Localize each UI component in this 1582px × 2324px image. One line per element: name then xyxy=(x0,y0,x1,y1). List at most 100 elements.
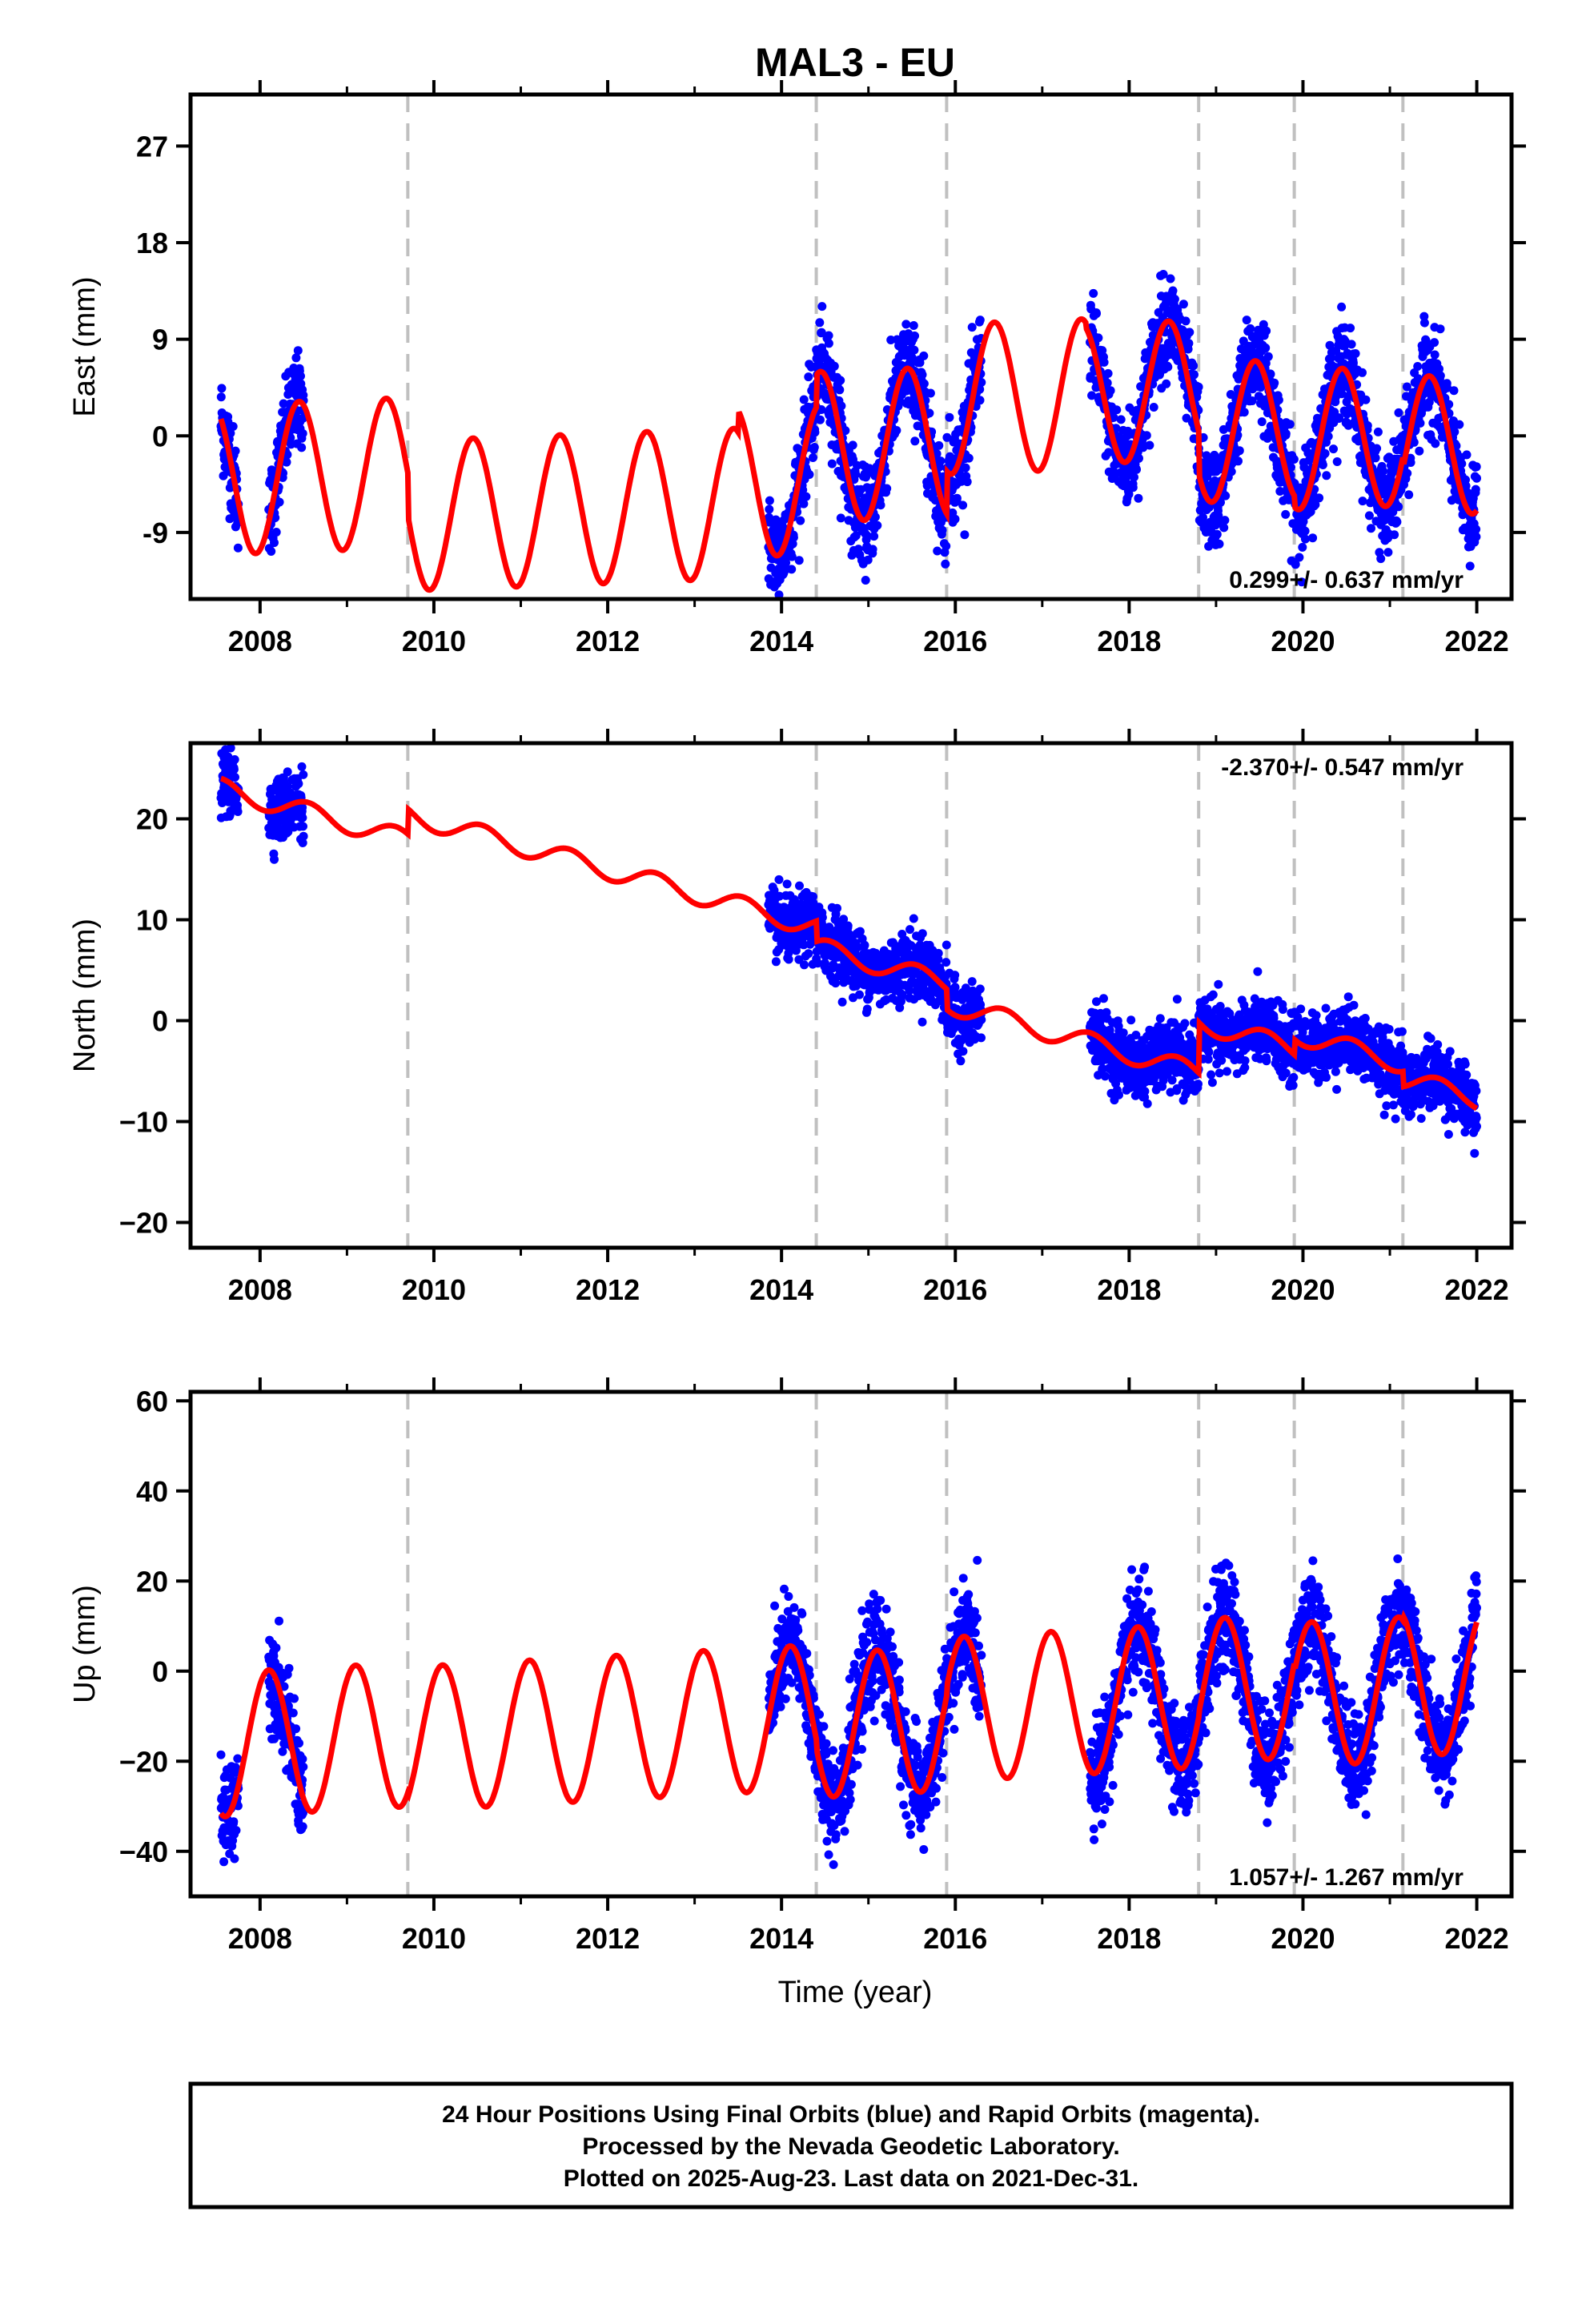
data-point xyxy=(817,328,826,337)
data-point xyxy=(775,891,785,901)
data-point xyxy=(855,927,865,936)
data-point xyxy=(1263,352,1273,361)
data-point xyxy=(1240,1056,1250,1065)
data-point xyxy=(1094,333,1103,343)
data-point xyxy=(1288,1080,1298,1090)
data-point xyxy=(1281,429,1291,438)
data-point xyxy=(1308,533,1318,543)
data-point xyxy=(1087,391,1097,400)
data-point xyxy=(1195,505,1205,515)
data-point xyxy=(942,541,951,551)
y-tick-label: 18 xyxy=(136,227,168,259)
data-point xyxy=(1404,490,1414,500)
model-line xyxy=(218,316,1480,593)
data-point xyxy=(934,948,943,958)
data-point xyxy=(1415,446,1424,456)
data-point xyxy=(1215,1068,1224,1078)
panel-north: 2008 2010 2012 2014 2016 2018 2020 2022−20−1001… xyxy=(68,729,1526,1306)
data-point xyxy=(1207,1070,1216,1080)
data-point xyxy=(1358,368,1367,377)
data-point xyxy=(1419,312,1429,321)
data-point xyxy=(837,997,847,1007)
data-point xyxy=(967,977,977,987)
data-point xyxy=(873,521,882,530)
data-point xyxy=(1435,371,1445,380)
data-point xyxy=(1472,532,1481,541)
data-point xyxy=(299,831,308,841)
data-point xyxy=(231,773,239,782)
data-point xyxy=(1300,534,1310,544)
data-point xyxy=(901,320,911,329)
data-point xyxy=(1221,491,1231,501)
data-point xyxy=(905,925,914,935)
data-point xyxy=(279,399,288,408)
x-tick-label: 2008 xyxy=(228,625,292,657)
data-point xyxy=(1223,1067,1231,1076)
data-point xyxy=(917,1017,927,1027)
data-point xyxy=(1392,517,1402,527)
data-point xyxy=(1402,382,1411,392)
data-point xyxy=(1285,420,1295,429)
data-point xyxy=(1126,1015,1136,1025)
data-point xyxy=(936,456,946,466)
data-point xyxy=(942,432,952,442)
data-point xyxy=(868,545,877,554)
data-point xyxy=(964,453,974,463)
data-point xyxy=(298,428,307,438)
data-point xyxy=(1289,455,1299,464)
data-point xyxy=(230,755,239,764)
data-point xyxy=(805,470,814,479)
data-point xyxy=(861,576,870,585)
data-point xyxy=(774,875,784,884)
data-point xyxy=(1181,316,1191,326)
data-point xyxy=(1263,1044,1272,1054)
data-point xyxy=(233,801,242,810)
data-point xyxy=(1331,1067,1340,1076)
data-point xyxy=(1250,994,1259,1003)
data-point xyxy=(1234,456,1243,466)
data-point xyxy=(294,779,303,789)
data-point xyxy=(1262,326,1271,336)
data-point xyxy=(933,546,942,556)
data-point xyxy=(298,838,307,847)
data-point xyxy=(1311,500,1320,509)
data-point xyxy=(1332,457,1342,466)
data-point xyxy=(1170,295,1179,304)
data-point xyxy=(851,531,861,541)
data-point xyxy=(275,497,284,507)
data-point xyxy=(919,379,929,388)
data-point xyxy=(815,318,825,328)
data-point xyxy=(789,533,798,542)
data-point xyxy=(975,984,985,994)
data-point xyxy=(910,331,919,340)
data-point xyxy=(801,492,811,501)
data-point xyxy=(941,559,950,569)
data-point xyxy=(1118,1028,1128,1038)
data-point xyxy=(950,983,960,992)
data-point xyxy=(1212,529,1222,539)
data-point xyxy=(1178,300,1188,309)
x-tick-label: 2020 xyxy=(1271,625,1335,657)
data-point xyxy=(820,959,829,968)
data-point xyxy=(824,339,833,348)
data-point xyxy=(1092,309,1101,319)
data-point xyxy=(1190,370,1199,380)
data-point xyxy=(1289,1072,1299,1082)
data-point xyxy=(824,331,833,340)
data-point xyxy=(882,484,892,493)
data-point xyxy=(934,440,944,450)
data-point xyxy=(815,415,825,424)
x-tick-label: 2010 xyxy=(402,625,466,657)
data-point xyxy=(1142,431,1151,440)
data-point xyxy=(1281,509,1291,519)
data-point xyxy=(1166,274,1175,283)
data-point xyxy=(1102,378,1112,388)
data-point xyxy=(841,426,850,436)
data-point xyxy=(291,353,301,363)
data-point xyxy=(774,590,784,599)
data-point xyxy=(958,1047,968,1056)
data-point xyxy=(1361,395,1371,404)
data-point xyxy=(1262,1056,1271,1066)
data-point xyxy=(1274,396,1283,404)
data-point xyxy=(1104,448,1114,457)
